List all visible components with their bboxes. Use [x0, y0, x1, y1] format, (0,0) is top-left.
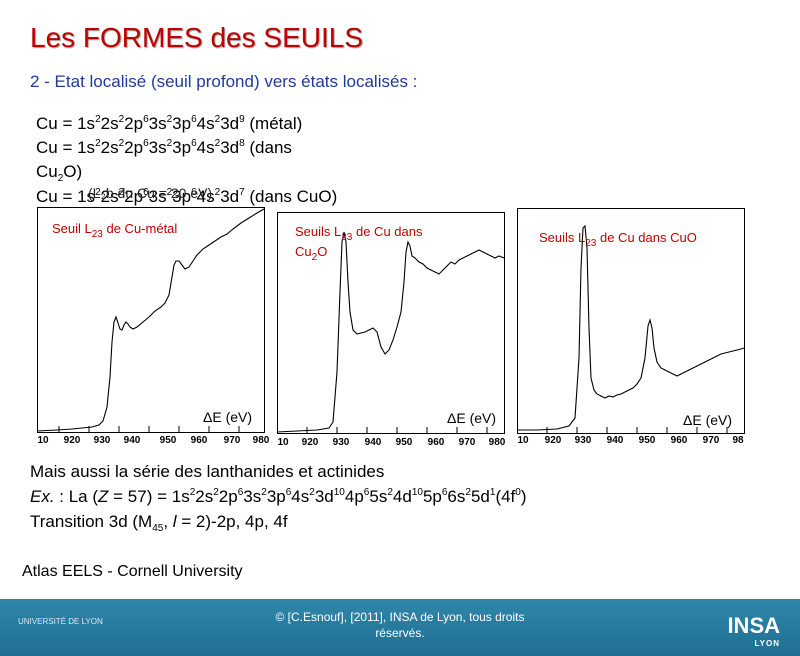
page-title: Les FORMES des SEUILS — [30, 22, 364, 53]
plot2-label: Seuils L23 de Cu dans Cu2O — [295, 224, 423, 263]
footer-bar: UNIVERSITÉ DE LYON © [C.Esnouf], [2011],… — [0, 599, 800, 656]
plot1-label: Seuil L23 de Cu-métal — [52, 221, 178, 240]
example-line: Ex. : La (Z = 57) = 1s22s22p63s23p64s23d… — [30, 487, 527, 506]
plot-cu2o-svg — [277, 212, 505, 434]
config-cu-metal: Cu = 1s22s22p63s23p64s23d9 (métal) — [36, 114, 303, 133]
copyright: © [C.Esnouf], [2011], INSA de Lyon, tous… — [275, 610, 525, 640]
section-subtitle: 2 - Etat localisé (seuil profond) vers é… — [30, 72, 418, 91]
config-cuo: Cu = 1s22s22p63s23p64s23d7 (dans CuO) — [36, 187, 338, 206]
spectrum-cu-metal — [37, 208, 265, 432]
plot-cu-metal-svg — [37, 207, 265, 433]
config-cu2o: Cu = 1s22s22p63s23p64s23d8 (dans — [36, 138, 292, 157]
insa-logo: INSA LYON — [727, 613, 780, 648]
plot-cu2o: Seuils L23 de Cu dans Cu2O ΔE (eV) — [277, 212, 505, 434]
plot-cuo: Seuils L23 de Cu dans CuO ΔE (eV) — [517, 208, 745, 434]
transition-line: Transition 3d (M45, l = 2)-2p, 4p, 4f — [30, 512, 288, 534]
plot3-label: Seuils L23 de Cu dans CuO — [539, 230, 697, 249]
spectrum-cu2o — [277, 231, 505, 433]
plot-cu-metal: Seuil L23 de Cu-métal ΔE (eV) — [37, 207, 265, 433]
config-cu2o-cont: Cu2O) — [36, 162, 83, 184]
spectrum-cuo — [517, 224, 745, 431]
plot-cuo-svg — [517, 208, 745, 434]
plot2-axis-unit: ΔE (eV) — [447, 410, 497, 426]
atlas-credit: Atlas EELS - Cornell University — [22, 563, 243, 580]
universite-lyon-logo: UNIVERSITÉ DE LYON — [18, 617, 103, 626]
lanthanides-line: Mais aussi la série des lanthanides et a… — [30, 462, 385, 481]
overlay-note: (L₂b du Cu = 20 eV) — [88, 185, 213, 201]
plot3-axis-unit: ΔE (eV) — [683, 412, 733, 428]
plot1-axis-unit: ΔE (eV) — [203, 409, 253, 425]
